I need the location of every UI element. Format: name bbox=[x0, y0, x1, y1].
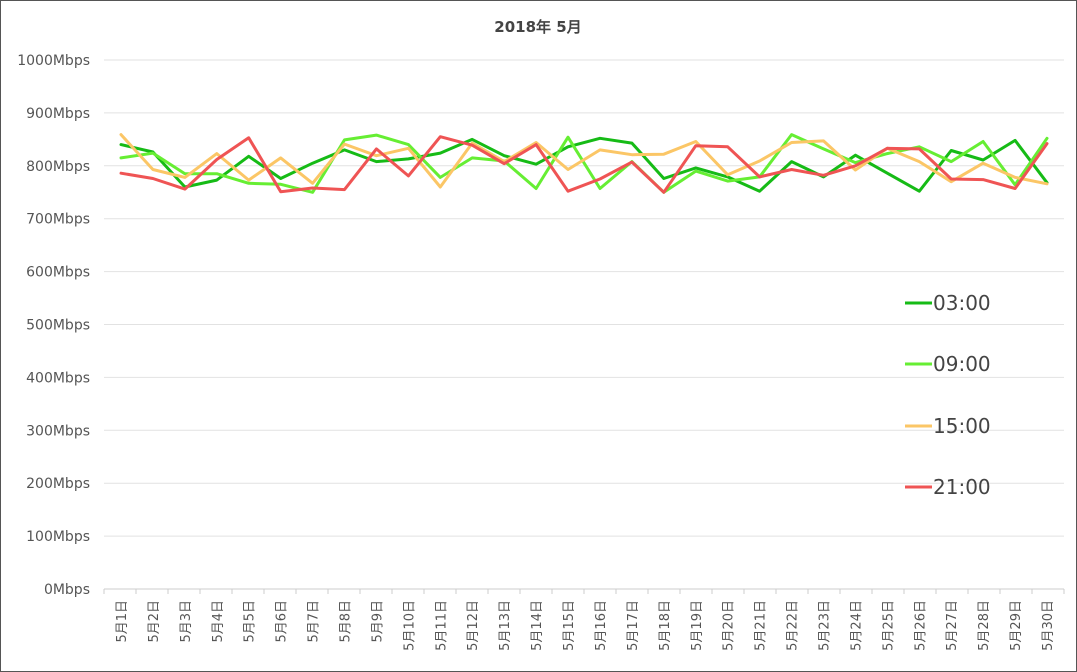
y-tick-label: 300Mbps bbox=[26, 423, 90, 439]
x-tick-label: 5月29日 bbox=[1009, 600, 1024, 651]
y-tick-label: 0Mbps bbox=[44, 582, 90, 598]
x-tick-label: 5月27日 bbox=[945, 600, 960, 651]
y-tick-label: 900Mbps bbox=[26, 106, 90, 122]
x-tick-label: 5月25日 bbox=[881, 600, 896, 651]
x-tick-label: 5月5日 bbox=[243, 600, 258, 643]
x-tick-label: 5月30日 bbox=[1041, 600, 1056, 651]
x-tick-label: 5月20日 bbox=[722, 600, 737, 651]
x-tick-label: 5月22日 bbox=[786, 600, 801, 651]
x-tick-label: 5月2日 bbox=[147, 600, 162, 643]
x-tick-label: 5月19日 bbox=[690, 600, 705, 651]
x-axis: 5月1日 5月2日 5月3日 5月4日 5月5日 5月6日 5月7日 5月8日 5月9日 5月10… bbox=[103, 589, 1065, 651]
x-tick-label: 5月3日 bbox=[179, 600, 194, 643]
x-tick-label: 5月11日 bbox=[434, 600, 449, 651]
x-tick-label: 5月26日 bbox=[913, 600, 928, 651]
y-tick-label: 500Mbps bbox=[26, 318, 90, 334]
y-tick-label: 800Mbps bbox=[26, 159, 90, 175]
x-tick-label: 5月10日 bbox=[402, 600, 417, 651]
x-tick-label: 5月21日 bbox=[754, 600, 769, 651]
series-line-0300 bbox=[119, 136, 1049, 193]
x-tick-label: 5月14日 bbox=[530, 600, 545, 651]
legend: 03:00 09:00 15:00 21:00 bbox=[905, 291, 991, 499]
legend-label: 15:00 bbox=[933, 414, 991, 438]
x-tick-label: 5月15日 bbox=[562, 600, 577, 651]
series-lines bbox=[119, 133, 1049, 194]
y-tick-label: 600Mbps bbox=[26, 265, 90, 281]
x-tick-label: 5月8日 bbox=[339, 600, 354, 643]
x-tick-label: 5月16日 bbox=[594, 600, 609, 651]
series-line-2100 bbox=[119, 135, 1049, 194]
legend-label: 09:00 bbox=[933, 352, 991, 376]
y-tick-label: 700Mbps bbox=[26, 212, 90, 228]
x-tick-label: 5月6日 bbox=[275, 600, 290, 643]
x-tick-label: 5月18日 bbox=[658, 600, 673, 651]
x-tick-label: 5月24日 bbox=[849, 600, 864, 651]
x-tick-label: 5月28日 bbox=[977, 600, 992, 651]
x-tick-label: 5月12日 bbox=[466, 600, 481, 651]
x-tick-label: 5月23日 bbox=[817, 600, 832, 651]
x-tick-label: 5月1日 bbox=[115, 600, 130, 643]
y-tick-label: 200Mbps bbox=[26, 476, 90, 492]
x-tick-label: 5月9日 bbox=[370, 600, 385, 643]
x-tick-label: 5月4日 bbox=[211, 600, 226, 643]
chart-title: 2018年 5月 bbox=[494, 18, 581, 36]
legend-label: 03:00 bbox=[933, 291, 991, 315]
series-line-1500 bbox=[119, 133, 1049, 189]
y-tick-label: 400Mbps bbox=[26, 370, 90, 386]
y-axis: 0Mbps 100Mbps 200Mbps 300Mbps 400Mbps 500Mbps… bbox=[17, 53, 90, 598]
y-tick-label: 100Mbps bbox=[26, 529, 90, 545]
y-tick-label: 1000Mbps bbox=[17, 53, 90, 69]
x-tick-label: 5月13日 bbox=[498, 600, 513, 651]
x-tick-label: 5月17日 bbox=[626, 600, 641, 651]
x-tick-label: 5月7日 bbox=[307, 600, 322, 643]
legend-label: 21:00 bbox=[933, 475, 991, 499]
